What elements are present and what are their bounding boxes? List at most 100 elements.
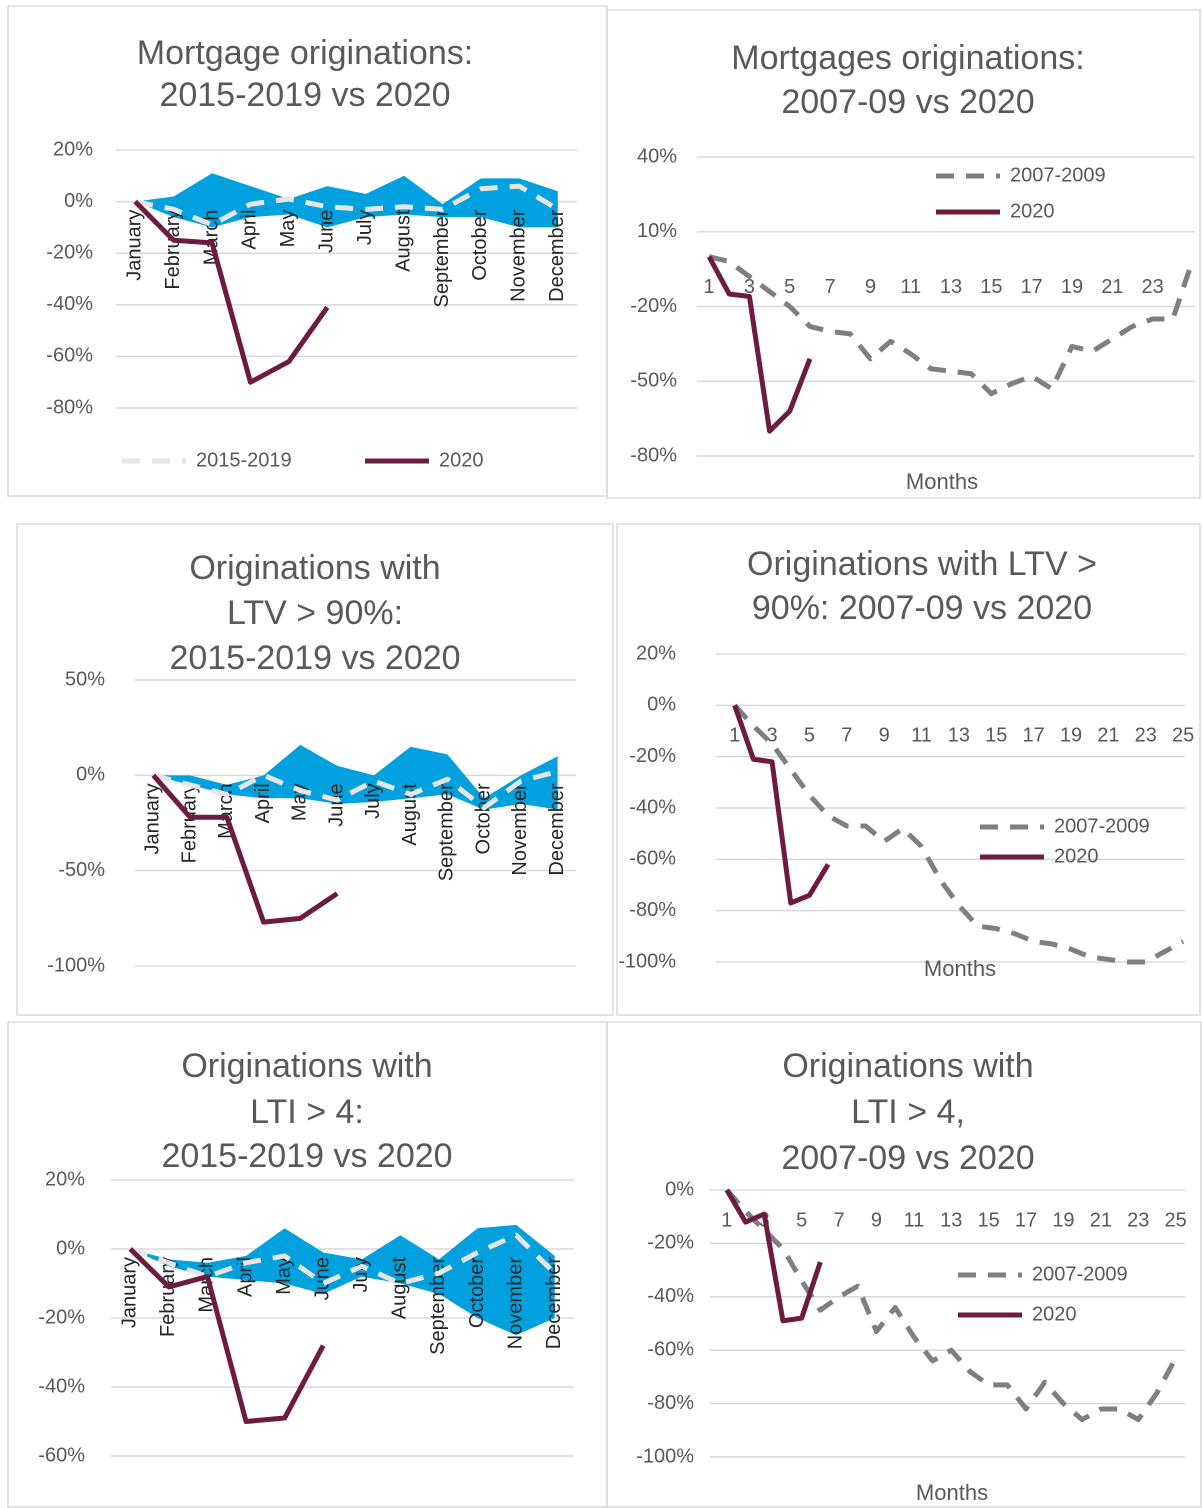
y-tick-label: 10% [637,220,677,242]
x-tick-label: 25 [1172,725,1194,747]
x-tick-label: 15 [985,725,1007,747]
y-tick-label: 50% [65,668,105,690]
legend-label: 2020 [1032,1303,1077,1325]
x-tick-label: December [546,783,568,876]
x-tick-label: 21 [1097,725,1119,747]
y-tick-label: 20% [53,138,93,160]
x-tick-label: April [239,210,261,250]
x-tick-label: 5 [784,276,795,298]
series-line [724,1188,823,1324]
x-tick-label: 9 [879,725,890,747]
y-tick-label: -100% [47,954,105,976]
x-tick-label: 1 [721,1209,732,1231]
y-tick-label: -20% [629,745,676,767]
x-tick-label: 25 [1165,1209,1187,1231]
panel [616,523,1201,1016]
series-line [708,254,1196,397]
y-tick-label: 0% [665,1178,694,1200]
x-tick-label: 9 [871,1209,882,1231]
range-band [130,1224,555,1336]
x-axis-title: Months [916,1480,988,1505]
x-tick-label: 7 [825,276,836,298]
legend-label: 2007-2009 [1010,164,1106,186]
x-tick-label: 11 [900,276,921,298]
x-tick-label: November [508,209,530,302]
y-tick-label: 20% [45,1168,85,1190]
chart-title: 2015-2019 vs 2020 [161,1137,452,1175]
x-tick-label: 23 [1142,276,1164,298]
x-tick-label: February [157,1257,179,1337]
x-tick-label: 17 [1015,1209,1037,1231]
x-tick-label: 3 [744,276,755,298]
chart-title: Originations with [181,1047,432,1085]
y-tick-label: -60% [629,848,676,870]
chart-title: Originations with LTV > [747,545,1097,583]
x-axis-title: Months [906,469,978,494]
x-tick-label: February [162,210,184,290]
y-tick-label: -100% [636,1445,694,1467]
x-tick-label: 1 [729,725,740,747]
series-line [134,183,560,228]
y-tick-label: 0% [76,764,105,786]
chart-title: Mortgage originations: [137,34,473,72]
range-band [153,744,558,810]
chart-title: LTI > 4: [250,1093,364,1131]
x-tick-label: July [362,783,384,819]
chart-title: Originations with [189,549,440,587]
y-tick-label: -80% [629,899,676,921]
x-tick-label: November [509,783,531,876]
x-tick-label: 11 [903,1209,924,1231]
x-tick-label: 5 [804,725,815,747]
y-tick-label: -50% [58,859,105,881]
x-tick-label: 11 [911,725,932,747]
x-tick-label: November [504,1257,526,1350]
chart-title: Originations with [782,1047,1033,1085]
legend-label: 2020 [439,449,484,471]
x-tick-label: June [325,783,347,826]
y-tick-label: -60% [46,345,93,367]
x-tick-label: May [277,210,299,248]
chart-title: 2007-09 vs 2020 [781,1139,1034,1177]
y-tick-label: 40% [637,145,677,167]
x-tick-label: 21 [1090,1209,1112,1231]
x-tick-label: April [252,783,274,823]
y-tick-label: -40% [38,1375,85,1397]
chart-title: LTV > 90%: [227,594,403,632]
y-tick-label: -60% [647,1338,694,1360]
panel [16,523,614,1016]
legend-label: 2007-2009 [1054,815,1150,837]
series-line [706,255,813,434]
x-tick-label: June [311,1257,333,1300]
y-tick-label: 20% [636,642,676,664]
y-tick-label: 0% [56,1237,85,1259]
x-tick-label: September [427,1257,449,1355]
series-line [152,769,559,811]
x-tick-label: August [399,783,421,846]
y-tick-label: -50% [630,370,677,392]
y-tick-label: -20% [46,241,93,263]
series-line [129,1232,557,1286]
x-tick-label: 19 [1061,276,1083,298]
series-line [128,1247,326,1424]
legend-label: 2020 [1010,200,1055,222]
x-tick-label: May [273,1257,295,1295]
y-tick-label: -40% [629,796,676,818]
x-tick-label: July [354,210,376,246]
series-line [724,1188,1178,1423]
x-tick-label: April [234,1257,256,1297]
chart-title: 2015-2019 vs 2020 [169,639,460,677]
y-tick-label: -80% [630,444,677,466]
y-tick-label: -20% [630,295,677,317]
y-tick-label: 0% [647,694,676,716]
x-tick-label: 13 [940,276,962,298]
chart-title: 2007-09 vs 2020 [781,83,1034,121]
x-tick-label: 7 [841,725,852,747]
x-tick-label: 15 [978,1209,1000,1231]
y-tick-label: -60% [38,1444,85,1466]
series-line [732,704,831,906]
x-tick-label: 13 [940,1209,962,1231]
x-tick-label: February [178,783,200,863]
x-tick-label: October [466,1257,488,1328]
x-tick-label: 19 [1052,1209,1074,1231]
x-tick-label: 7 [833,1209,844,1231]
